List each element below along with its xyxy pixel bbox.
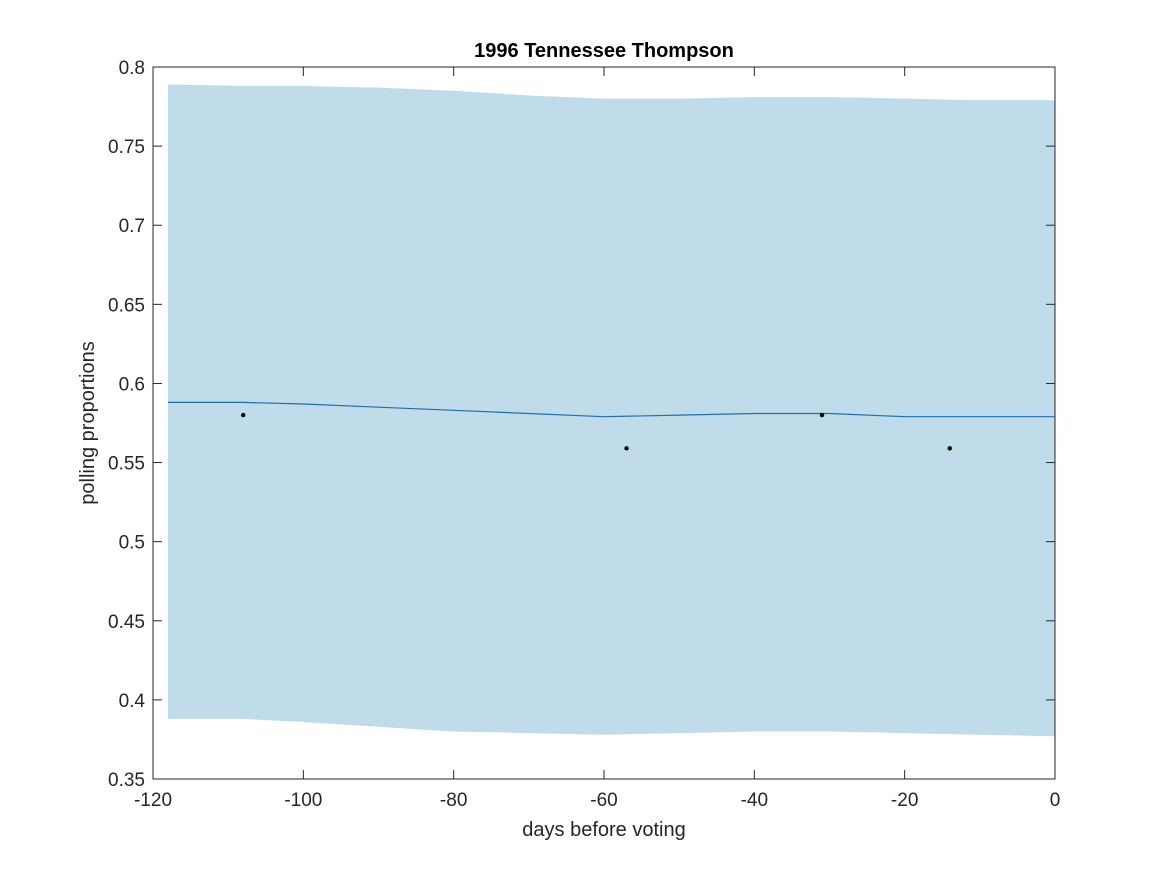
x-tick-label: -100 [284, 790, 322, 811]
y-axis-label: polling proportions [77, 341, 99, 504]
x-tick-label: -120 [134, 790, 172, 811]
y-tick-label: 0.5 [119, 533, 145, 554]
y-tick-label: 0.35 [108, 770, 145, 791]
y-tick-label: 0.45 [108, 612, 145, 633]
plot-area [168, 84, 1055, 737]
x-tick-label: -60 [590, 790, 617, 811]
y-tick-label: 0.7 [119, 216, 145, 237]
x-tick-label: -80 [440, 790, 467, 811]
poll-point [819, 412, 825, 418]
y-tick-label: 0.75 [108, 137, 145, 158]
y-axis-ticks: 0.35 0.4 0.45 0.5 0.55 0.6 0.65 0.7 0.75 0.8 [108, 58, 1055, 791]
y-tick-label: 0.4 [119, 691, 146, 712]
poll-points [241, 412, 952, 451]
x-tick-label: -20 [891, 790, 918, 811]
poll-point [241, 412, 246, 418]
x-axis-ticks: -120 -100 -80 -60 -40 -20 0 [134, 67, 1060, 811]
x-tick-label: -40 [741, 790, 768, 811]
y-tick-label: 0.55 [108, 454, 145, 475]
x-tick-label: 0 [1050, 790, 1061, 811]
poll-point [624, 446, 629, 451]
y-tick-label: 0.8 [119, 58, 145, 79]
y-tick-label: 0.65 [108, 295, 145, 316]
confidence-band [168, 84, 1055, 737]
poll-point [947, 446, 952, 451]
mean-line [168, 401, 1055, 418]
x-axis-label: days before voting [522, 819, 685, 841]
chart-title: 1996 Tennessee Thompson [474, 40, 734, 62]
y-tick-label: 0.6 [119, 374, 145, 395]
